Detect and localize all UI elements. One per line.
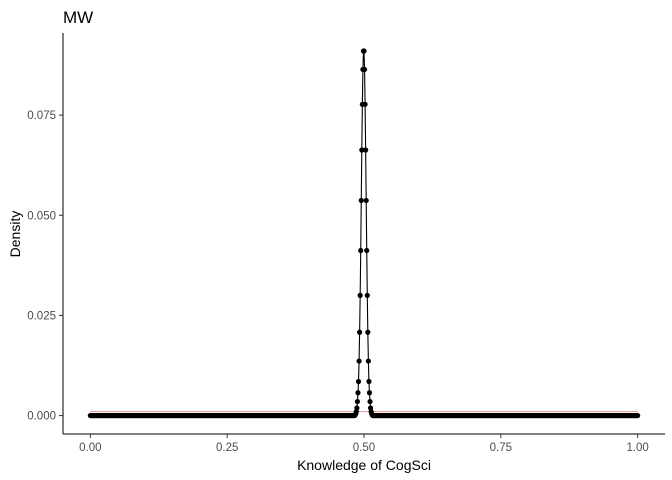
plot-area	[87, 48, 641, 419]
data-point	[361, 66, 368, 73]
data-point	[357, 292, 363, 298]
x-tick-label: 0.75	[490, 442, 512, 454]
data-point	[354, 405, 360, 411]
data-point	[363, 147, 369, 153]
chart-marks	[87, 48, 641, 419]
data-point	[364, 247, 370, 254]
data-point	[367, 398, 373, 405]
data-point	[365, 329, 371, 335]
data-point	[357, 329, 363, 335]
data-point	[362, 101, 368, 107]
y-tick-label: 0.075	[27, 110, 56, 122]
y-tick-label: 0.050	[27, 210, 56, 222]
x-tick-label: 1.00	[626, 442, 648, 454]
y-axis-ticks: 0.000 0.025 0.050 0.075	[27, 110, 63, 423]
data-point	[635, 412, 641, 419]
x-tick-label: 0.00	[79, 442, 101, 454]
data-point	[361, 48, 367, 54]
x-axis-title: Knowledge of CogSci	[297, 457, 431, 473]
chart-title: MW	[63, 8, 93, 27]
data-point	[354, 398, 361, 405]
y-tick-label: 0.025	[27, 310, 56, 322]
x-tick-label: 0.50	[353, 442, 375, 454]
data-point	[358, 197, 364, 204]
data-point	[363, 197, 369, 204]
data-point	[366, 390, 373, 396]
data-point	[359, 147, 365, 153]
data-point	[355, 390, 361, 396]
y-axis-title: Density	[7, 211, 23, 258]
x-tick-label: 0.25	[216, 442, 238, 454]
data-point	[364, 292, 370, 298]
density-points	[87, 48, 641, 419]
data-point	[356, 358, 362, 364]
data-point	[366, 378, 372, 385]
data-point	[358, 247, 364, 254]
data-point	[365, 358, 371, 364]
data-point	[355, 378, 362, 385]
y-tick-label: 0.000	[27, 411, 56, 423]
x-axis-ticks: 0.00 0.25 0.50 0.75 1.00	[79, 434, 649, 454]
